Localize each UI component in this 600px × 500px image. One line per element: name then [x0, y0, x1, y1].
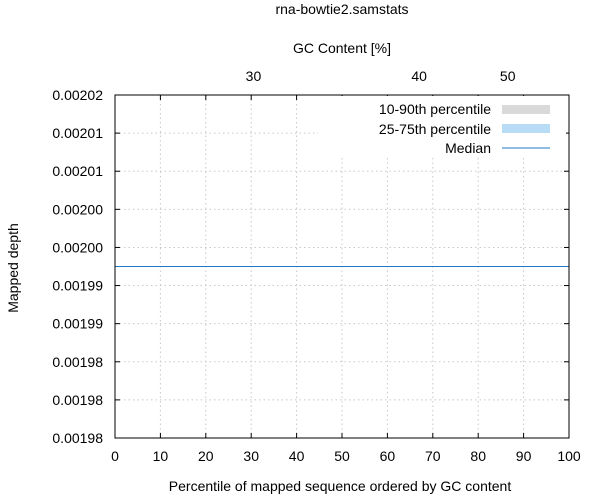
y-tick-label: 0.00201 — [52, 125, 103, 141]
y-tick-label: 0.00199 — [52, 316, 103, 332]
x-tick-label: 100 — [557, 448, 581, 464]
x2-tick-label: 40 — [411, 68, 427, 84]
chart-title: rna-bowtie2.samstats — [275, 1, 408, 17]
x2-tick-label: 50 — [500, 68, 516, 84]
y-tick-label: 0.00202 — [52, 87, 103, 103]
x2-tick-label: 30 — [246, 68, 262, 84]
x-tick-label: 80 — [470, 448, 486, 464]
y-tick-label: 0.00198 — [52, 430, 103, 446]
y-axis: 0.00202 0.00201 0.00201 0.00200 0.00200 0.001… — [52, 87, 569, 446]
y-tick-label: 0.00200 — [52, 201, 103, 217]
x-axis: 0 10 20 30 40 50 60 70 80 90 100 — [111, 95, 581, 464]
y-tick-label: 0.00198 — [52, 354, 103, 370]
legend-label-10-90: 10-90th percentile — [379, 101, 491, 117]
x2-axis-label: GC Content [%] — [293, 40, 391, 56]
x-tick-label: 0 — [111, 448, 119, 464]
y-axis-label: Mapped depth — [5, 223, 21, 313]
legend: 10-90th percentile 25-75th percentile Me… — [318, 96, 566, 158]
x-tick-label: 50 — [334, 448, 350, 464]
legend-label-25-75: 25-75th percentile — [379, 121, 491, 137]
x-tick-label: 60 — [380, 448, 396, 464]
legend-swatch-25-75 — [502, 124, 550, 133]
x-tick-label: 30 — [243, 448, 259, 464]
x-axis-label: Percentile of mapped sequence ordered by… — [169, 478, 512, 494]
x-tick-label: 10 — [153, 448, 169, 464]
x2-axis: 30 40 50 — [246, 68, 516, 84]
y-tick-label: 0.00200 — [52, 239, 103, 255]
x-tick-label: 20 — [198, 448, 214, 464]
legend-label-median: Median — [445, 140, 491, 156]
x-tick-label: 40 — [289, 448, 305, 464]
x-tick-label: 70 — [425, 448, 441, 464]
legend-swatch-10-90 — [502, 105, 550, 114]
y-tick-label: 0.00199 — [52, 278, 103, 294]
y-tick-label: 0.00201 — [52, 163, 103, 179]
x-tick-label: 90 — [516, 448, 532, 464]
y-tick-label: 0.00198 — [52, 392, 103, 408]
